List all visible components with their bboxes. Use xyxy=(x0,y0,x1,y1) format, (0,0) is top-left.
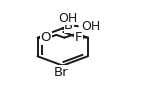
Text: O: O xyxy=(41,31,51,44)
Text: OH: OH xyxy=(81,20,100,33)
Text: F: F xyxy=(75,31,82,44)
Text: B: B xyxy=(64,19,73,32)
Text: Br: Br xyxy=(54,66,69,79)
Text: OH: OH xyxy=(58,12,77,25)
